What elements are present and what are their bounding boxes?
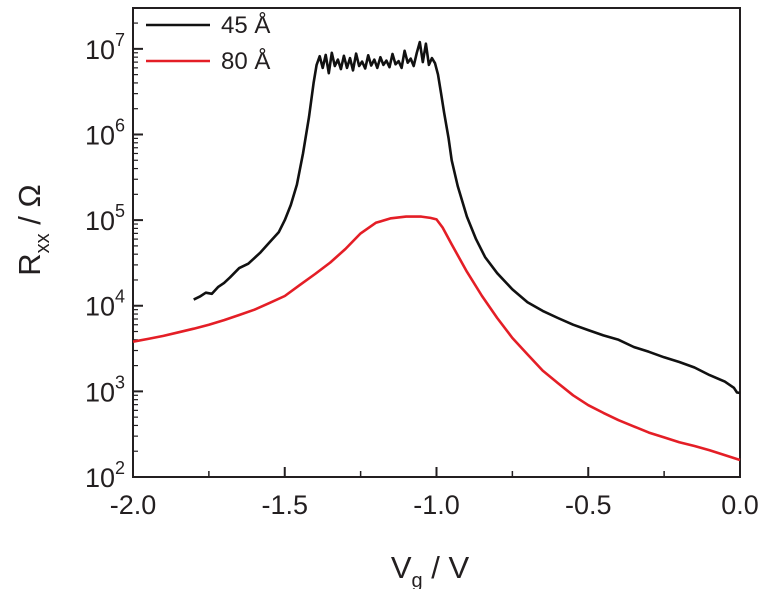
series-line-1 [132,215,741,462]
y-tick-label: 102 [85,458,125,493]
y-tick-exponent: 4 [115,287,125,307]
x-tick-label: -2.0 [110,490,157,520]
x-tick-label: -1.0 [413,490,460,520]
x-axis-title: Vg / V [391,550,470,589]
x-tick-label: -0.5 [565,490,612,520]
y-tick-base: 10 [85,463,115,493]
y-tick-base: 10 [85,120,115,150]
y-tick-label: 105 [85,201,125,236]
legend-label-1: 80 Å [221,47,270,75]
y-tick-base: 10 [85,292,115,322]
y-axis-title-main: R [12,253,47,275]
x-axis-title-sub: g [412,570,423,589]
plot-area-border [132,7,741,478]
series-line-0 [193,40,741,395]
y-tick-exponent: 2 [115,458,125,478]
y-tick-label: 106 [85,115,125,150]
series-layer [132,40,741,462]
y-tick-label: 103 [85,372,125,407]
y-tick-base: 10 [85,206,115,236]
legend-label-0: 45 Å [221,11,270,39]
x-tick-label: -1.5 [261,490,308,520]
y-tick-label: 107 [85,30,125,65]
plot-frame [132,7,741,478]
y-tick-exponent: 3 [115,372,125,392]
x-axis-ticks: -2.0 -1.5 -1.0 -0.5 0.0 [110,467,759,520]
x-axis-title-main: V [391,550,412,585]
y-tick-exponent: 5 [115,201,125,221]
y-tick-exponent: 7 [115,30,125,50]
y-axis-title: Rxx / Ω [12,184,54,275]
x-axis-title-unit: / V [423,550,470,585]
y-tick-base: 10 [85,377,115,407]
y-tick-exponent: 6 [115,115,125,135]
y-axis-title-sub: xx [32,233,54,253]
y-axis-title-unit: / Ω [12,184,47,233]
y-tick-label: 104 [85,287,125,322]
x-tick-label: 0.0 [721,490,759,520]
y-tick-base: 10 [85,35,115,65]
legend: 45 Å 80 Å [146,11,270,75]
